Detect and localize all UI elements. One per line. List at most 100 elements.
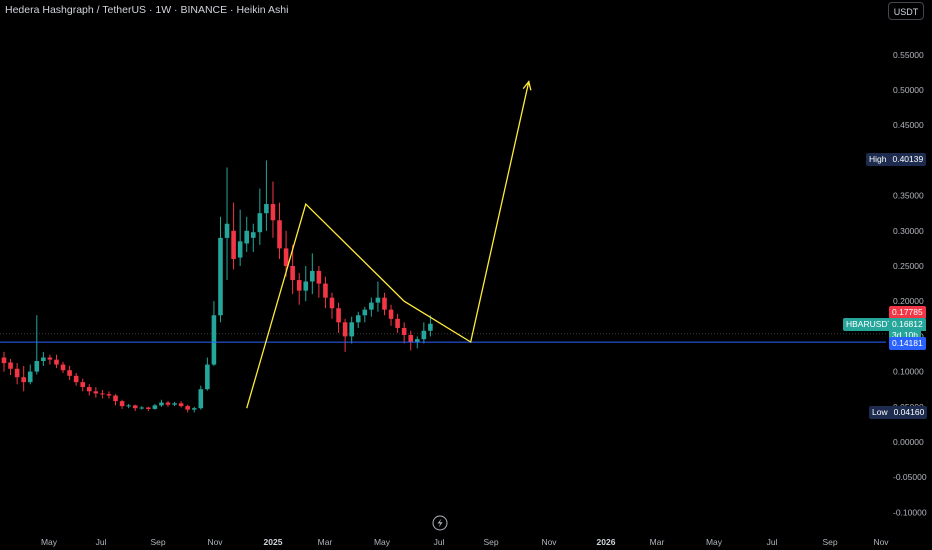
- candle-body: [296, 280, 302, 291]
- candle-body: [14, 368, 20, 378]
- candle-body: [113, 395, 118, 402]
- candle-body: [290, 266, 295, 281]
- candle-body: [401, 327, 407, 335]
- candle-body: [159, 402, 164, 406]
- candle-body: [132, 405, 138, 409]
- time-tick-label: Sep: [483, 537, 498, 547]
- candle-body: [270, 204, 276, 221]
- candle-body: [395, 318, 400, 328]
- candle-body: [80, 382, 86, 388]
- time-tick-label: 2026: [597, 537, 616, 547]
- candle-body: [218, 237, 223, 316]
- price-tick-label: -0.10000: [893, 507, 927, 517]
- candle-body: [106, 394, 112, 396]
- time-tick-label: Mar: [318, 537, 333, 547]
- time-tick-label: May: [41, 537, 58, 547]
- candle-body: [224, 223, 230, 238]
- candle-body: [375, 297, 381, 303]
- candle-body: [185, 406, 190, 410]
- candle-body: [414, 339, 420, 343]
- candle-body: [283, 248, 289, 266]
- candle-body: [126, 405, 131, 407]
- time-tick-label: Jul: [434, 537, 445, 547]
- low-label: Low: [872, 407, 888, 417]
- time-tick-label: Nov: [873, 537, 889, 547]
- candle-body: [303, 281, 309, 291]
- candle-body: [277, 220, 282, 249]
- lightning-bolt-icon[interactable]: [432, 515, 448, 531]
- candle-body: [355, 315, 361, 323]
- candle-body: [388, 309, 394, 319]
- hline-price-label: 0.14181: [889, 337, 926, 350]
- candle-body: [264, 204, 269, 214]
- candle-body: [231, 230, 236, 259]
- candle-body: [139, 407, 145, 409]
- time-tick-label: Sep: [822, 537, 837, 547]
- candle-body: [93, 391, 99, 394]
- candle-body: [421, 330, 427, 340]
- time-tick-label: May: [374, 537, 391, 547]
- candle-body: [198, 389, 204, 409]
- candle-body: [329, 297, 335, 309]
- time-tick-label: 2025: [264, 537, 283, 547]
- price-tick-label: 0.55000: [893, 50, 924, 60]
- low-marker: Low 0.04160: [869, 406, 928, 419]
- candle-body: [41, 357, 46, 362]
- price-tick-label: 0.20000: [893, 296, 924, 306]
- price-tick-label: 0.50000: [893, 85, 924, 95]
- candle-body: [73, 375, 79, 383]
- currency-button[interactable]: USDT: [888, 2, 924, 20]
- candle-body: [8, 362, 13, 369]
- time-tick-label: Jul: [96, 537, 107, 547]
- candle-body: [211, 315, 217, 365]
- price-axis: 0.550000.500000.450000.400000.350000.300…: [893, 50, 927, 518]
- candle-body: [382, 297, 387, 310]
- candle-body: [237, 241, 243, 258]
- time-tick-label: Jul: [767, 537, 778, 547]
- time-tick-label: Nov: [541, 537, 557, 547]
- candle-body: [428, 323, 433, 331]
- high-value: 0.40139: [892, 154, 924, 164]
- candle-body: [316, 270, 322, 284]
- low-value: 0.04160: [893, 407, 925, 417]
- time-tick-label: May: [706, 537, 723, 547]
- candle-body: [21, 377, 26, 383]
- candle-body: [34, 361, 40, 372]
- chart-title: Hedera Hashgraph / TetherUS · 1W · BINAN…: [5, 4, 289, 16]
- candle-body: [1, 357, 7, 364]
- trend-drawing[interactable]: [246, 80, 532, 409]
- candle-body: [27, 371, 33, 383]
- candle-body: [342, 322, 348, 337]
- prev-close-label: 0.17785: [889, 306, 926, 319]
- candle-body: [165, 402, 171, 405]
- time-tick-label: Sep: [150, 537, 165, 547]
- candle-body: [250, 232, 256, 238]
- time-tick-label: Mar: [650, 537, 665, 547]
- candle-body: [60, 364, 66, 371]
- candle-body: [369, 302, 374, 310]
- high-label: High: [869, 154, 887, 164]
- candle-body: [119, 401, 125, 407]
- trend-polyline: [246, 81, 530, 409]
- candle-body: [244, 230, 250, 244]
- candle-body: [54, 359, 59, 365]
- price-tick-label: 0.00000: [893, 437, 924, 447]
- candle-body: [178, 403, 184, 407]
- price-tick-label: 0.25000: [893, 261, 924, 271]
- candle-body: [336, 308, 341, 323]
- price-tick-label: 0.10000: [893, 367, 924, 377]
- price-tick-label: 0.30000: [893, 226, 924, 236]
- price-tick-label: 0.45000: [893, 120, 924, 130]
- candle-body: [205, 364, 210, 390]
- price-tick-label: 0.35000: [893, 191, 924, 201]
- candle-body: [146, 407, 151, 409]
- symbol-label: HBARUSDT: [843, 318, 896, 331]
- candle-body: [257, 213, 263, 233]
- time-axis: May Jul Sep Nov 2025 Mar May Jul Sep Nov 2026 Mar Ma…: [41, 537, 889, 547]
- candle-body: [67, 370, 72, 376]
- candle-body: [47, 357, 53, 360]
- candle-body: [172, 403, 177, 405]
- candle-body: [310, 270, 315, 282]
- candle-body: [86, 387, 92, 392]
